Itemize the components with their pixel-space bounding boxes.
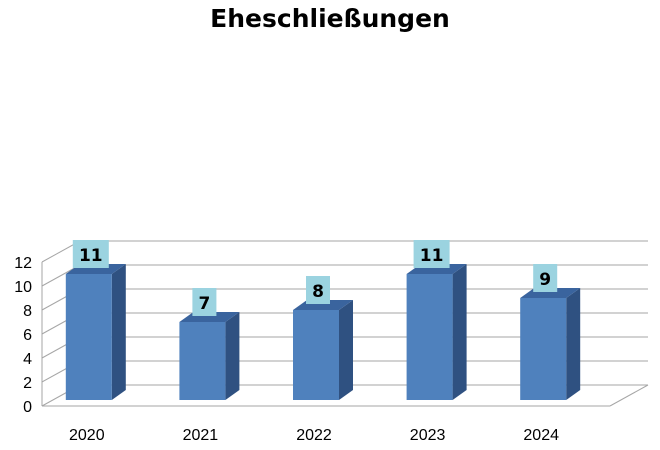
- y-tick-label: 4: [23, 351, 32, 368]
- y-tick-label: 2: [23, 375, 32, 392]
- data-label-box: [72, 240, 109, 268]
- bar: [520, 298, 567, 400]
- bar: [406, 274, 453, 400]
- data-label: 11: [420, 246, 444, 266]
- data-labels: 11 7 8 11 9: [72, 240, 558, 316]
- chart-title: Eheschließungen: [210, 4, 450, 33]
- data-label: 8: [312, 282, 324, 302]
- bars: [65, 264, 581, 400]
- bar-side: [339, 300, 353, 400]
- bar: [65, 274, 112, 400]
- data-label: 11: [79, 246, 103, 266]
- bar: [179, 322, 226, 400]
- y-tick-label: 6: [23, 327, 32, 344]
- x-tick-label: 2023: [410, 427, 446, 444]
- data-label: 9: [539, 270, 551, 290]
- data-label-box: [192, 288, 217, 316]
- x-tick-label: 2021: [183, 427, 219, 444]
- data-label-box: [306, 276, 330, 304]
- bar-side: [566, 288, 581, 400]
- tick-labels: 0 2 4 6 8 10 12 2020 2021 2022 2023 2024: [14, 255, 559, 444]
- bar: [293, 310, 339, 400]
- y-tick-label: 10: [14, 279, 32, 296]
- floor-right-edge: [609, 384, 649, 407]
- y-tick-label: 12: [14, 255, 32, 272]
- bar-side: [452, 264, 467, 400]
- data-label-box: [413, 240, 450, 268]
- x-tick-label: 2020: [69, 427, 105, 444]
- y-tick-label: 0: [23, 399, 32, 416]
- bar-side: [111, 264, 126, 400]
- data-label: 7: [198, 294, 210, 314]
- y-tick-label: 8: [23, 303, 32, 320]
- x-tick-label: 2024: [523, 427, 559, 444]
- data-label-box: [533, 264, 558, 292]
- bar-side: [225, 312, 240, 400]
- x-tick-label: 2022: [296, 427, 332, 444]
